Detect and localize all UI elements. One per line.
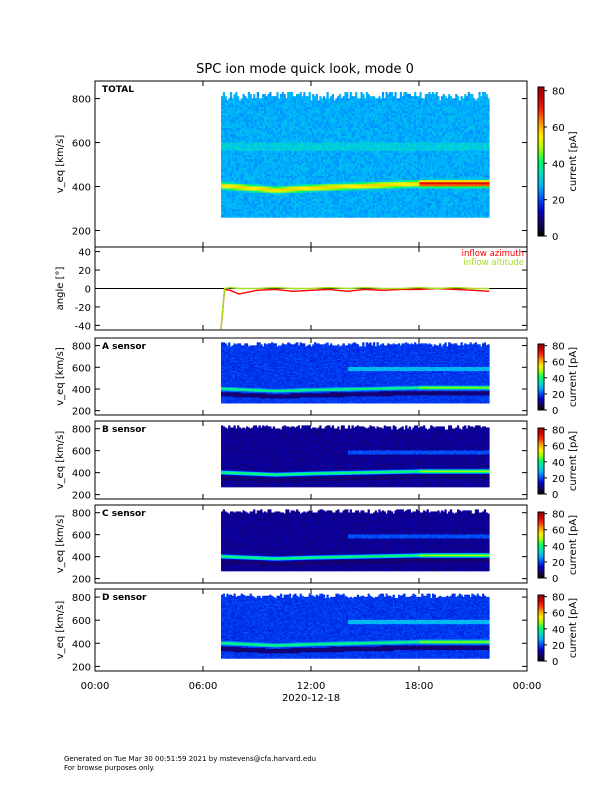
heatmap-cell <box>250 94 252 96</box>
figure-title: SPC ion mode quick look, mode 0 <box>196 62 414 77</box>
heatmap-cell <box>225 96 227 98</box>
heatmap-cell <box>235 92 237 94</box>
heatmap-cell <box>309 92 311 94</box>
heatmap-cell <box>237 96 239 98</box>
heatmap-cell <box>291 92 293 94</box>
heatmap-cell <box>316 94 318 96</box>
heatmap-cell <box>223 92 225 94</box>
heatmap-cell <box>269 92 271 94</box>
heatmap-cell <box>253 94 255 96</box>
heatmap-cell <box>276 92 278 94</box>
heatmap-cell <box>257 92 259 94</box>
heatmap-cell <box>230 92 232 94</box>
heatmap-cell <box>300 92 302 94</box>
heatmap-cell <box>284 94 286 96</box>
heatmap-cell <box>303 92 305 94</box>
heatmap-cells <box>221 92 490 218</box>
